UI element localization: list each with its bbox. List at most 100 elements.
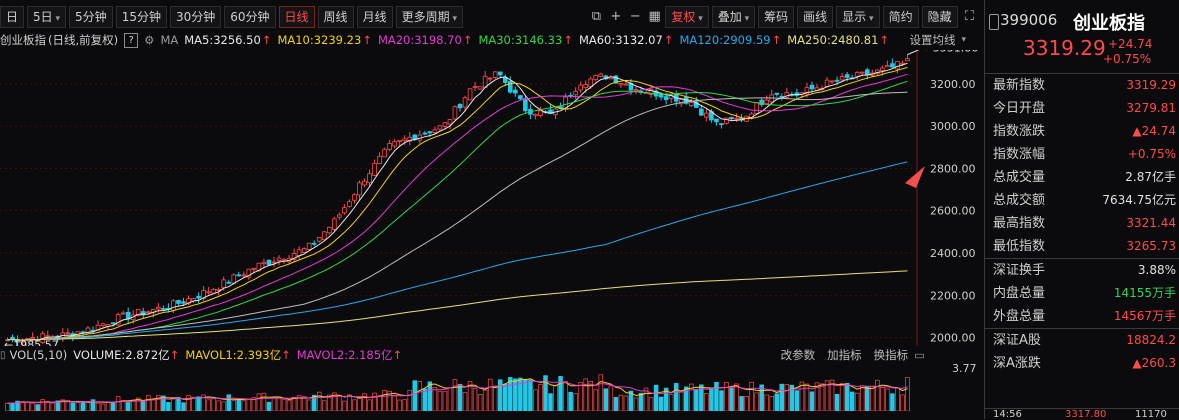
row-value: 2.87亿手 [1125,170,1176,184]
candle-body [432,129,438,133]
period-5min-button[interactable]: 5分钟 [69,6,113,28]
volume-bar [538,384,543,411]
ma60-value: MA60:3132.07 [578,33,663,47]
phone-icon[interactable] [989,14,999,30]
high-label: ←3331.86 [923,50,978,55]
volume-bar [724,382,729,411]
hide-button[interactable]: 隐藏 [921,6,958,28]
volume-bar [90,399,96,411]
tick-row: 14:56 3317.80 11170 [985,408,1179,420]
candle-body [518,95,523,100]
fullscreen-icon[interactable]: ⛶ [964,9,974,24]
volume-bar [110,401,116,411]
volume-bar [603,388,609,411]
volume-bar [854,392,860,411]
draw-line-button[interactable]: 画线 [797,6,834,28]
volume-bar [487,378,493,411]
volume-bar [166,402,171,411]
volume-bar [332,392,337,411]
quote-row: 指数涨幅 +0.75% [985,143,1179,166]
volume-bar [905,377,910,411]
candle-body [352,194,357,201]
volume-bar [824,380,830,411]
volume-bar [472,388,478,411]
ma-line-20 [7,73,908,341]
volume-ma-line-10 [7,380,908,404]
period-60min-button[interactable]: 60分钟 [224,6,276,28]
add-indicator-button[interactable]: 加指标 [827,348,862,362]
volume-bar [774,393,780,411]
volume-bar [367,399,372,411]
vol-panel-icon[interactable]: ▭ [914,348,925,362]
vol-collapse-icon[interactable]: ▯ [0,349,6,361]
period-15min-button[interactable]: 15分钟 [115,6,167,28]
volume-bars [5,374,910,411]
volume-bar [35,404,40,411]
candle-body [588,78,594,87]
volume-bar [201,394,206,411]
candle-body [759,99,764,106]
row-label: 内盘总量 [993,286,1046,301]
gear-icon[interactable]: ⚙ [144,33,155,47]
volume-bar [10,402,15,411]
chips-button[interactable]: 筹码 [758,6,795,28]
volume-chart[interactable] [0,363,925,411]
more-periods-dropdown[interactable]: 更多周期 [395,6,463,28]
overlay-dropdown[interactable]: 叠加 [711,6,756,28]
ma5-value: MA5:3256.50 [184,33,261,47]
volume-bar [95,402,101,411]
period-30min-button[interactable]: 30分钟 [169,6,222,28]
candle-body [266,259,272,266]
candle-body [885,65,890,68]
ma-setting-caret-icon[interactable]: ▾ [961,35,966,45]
volume-bar [281,399,287,411]
volume-ma-lines [7,378,908,404]
period-5day-button[interactable]: 5日 [27,6,67,28]
volume-bar [422,388,428,411]
volume-bar [819,383,825,411]
quote-row: 外盘总量 14567万手 [985,305,1179,328]
kline-chart[interactable]: 3200.00 3000.00 2800.00 2600.00 2400.00 2200.… [0,50,980,346]
copy-icon[interactable]: ⧉ [591,9,602,24]
vol-label: VOL(5,10) [9,348,68,362]
candle-body [387,143,392,150]
candle-body [326,226,332,234]
switch-indicator-button[interactable]: 换指标 [873,348,909,362]
candle-body [442,122,448,127]
ma10-value: MA10:3239.23 [277,33,362,47]
candle-body [201,290,206,299]
period-monthly-button[interactable]: 月线 [356,6,393,28]
candle-body [422,132,428,135]
period-weekly-button[interactable]: 周线 [317,6,354,28]
quote-row: 深A涨跌 ▲260.3 [985,352,1179,375]
ma-setting-button[interactable]: 设置均线 [909,33,956,47]
ma5-up-arrow-icon: ↑ [261,33,272,47]
minus-icon[interactable]: − [629,9,641,24]
volume-bar [839,383,845,411]
index-change-pct: +0.75% [1103,52,1152,66]
candle-body [296,249,302,256]
candle-body [507,81,513,93]
candle-body [538,110,543,116]
display-dropdown[interactable]: 显示 [836,6,880,28]
change-params-button[interactable]: 改参数 [780,348,816,362]
volume-bar [347,394,352,411]
volume-bar [291,396,297,411]
volume-bar [206,399,211,411]
volume-bar [105,402,111,411]
candle-body [694,101,699,108]
candle-body [382,148,387,158]
grid-icon[interactable]: ▦ [648,9,661,24]
period-daily-button[interactable]: 日线 [278,6,315,28]
plus-icon[interactable]: + [610,9,622,24]
brief-button[interactable]: 简约 [882,6,919,28]
quote-panel: 399006 创业板指 3319.29 +24.74 +0.75% 最新指数 33… [984,0,1179,420]
adjust-dropdown[interactable]: 复权 [665,6,709,28]
truncated-tab[interactable]: 日 [0,6,25,28]
volume-bar [699,384,704,411]
help-icon[interactable]: ? [124,32,139,48]
candle-body [905,58,910,62]
candle-body [523,98,528,112]
volume-bar [739,396,744,411]
candle-body [714,118,719,123]
